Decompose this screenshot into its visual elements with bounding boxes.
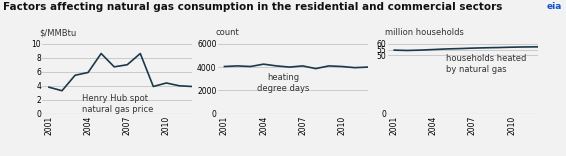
Text: Factors affecting natural gas consumption in the residential and commercial sect: Factors affecting natural gas consumptio…: [3, 2, 502, 12]
Text: Henry Hub spot
natural gas price: Henry Hub spot natural gas price: [82, 94, 153, 114]
Text: households heated
by natural gas: households heated by natural gas: [447, 54, 527, 74]
Text: eia: eia: [547, 2, 562, 11]
Text: heating
degree days: heating degree days: [257, 73, 309, 93]
Text: $/MMBtu: $/MMBtu: [40, 28, 77, 37]
Text: count: count: [215, 28, 239, 37]
Text: million households: million households: [385, 28, 464, 37]
